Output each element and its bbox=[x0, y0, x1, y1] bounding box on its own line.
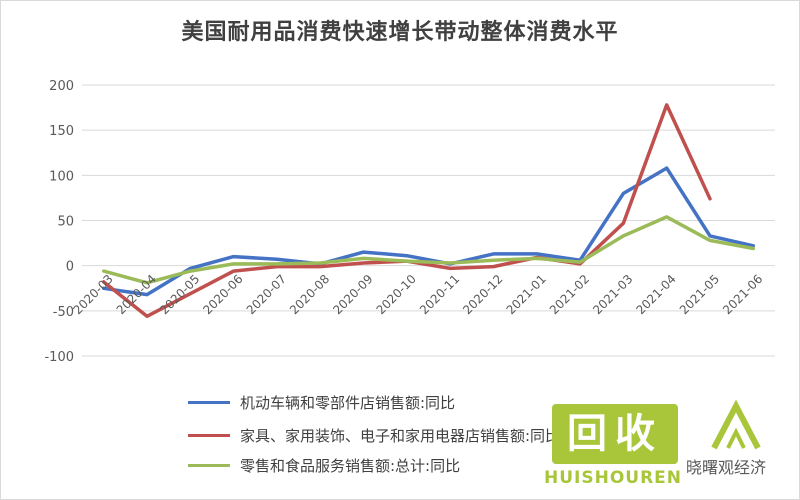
legend-item-furniture: 家具、家用装饰、电子和家用电器店销售额:同比 bbox=[188, 423, 560, 447]
legend-label-furniture: 家具、家用装饰、电子和家用电器店销售额:同比 bbox=[240, 426, 561, 445]
y-tick-label: 150 bbox=[49, 124, 74, 139]
watermark-logo-box: 回收 bbox=[552, 404, 678, 464]
legend-swatch-auto bbox=[188, 400, 230, 404]
chart-title: 美国耐用品消费快速增长带动整体消费水平 bbox=[181, 20, 619, 45]
wechat-logo-icon bbox=[711, 399, 761, 450]
y-tick-label: -50 bbox=[53, 305, 74, 320]
y-tick-label: 50 bbox=[57, 215, 74, 230]
y-tick-label: -100 bbox=[44, 350, 74, 365]
series-line-2 bbox=[101, 215, 756, 285]
legend-label-retail: 零售和食品服务销售额:总计:同比 bbox=[240, 456, 461, 475]
watermark-brand: HUISHOUREN bbox=[544, 468, 683, 488]
legend-label-auto: 机动车辆和零部件店销售额:同比 bbox=[240, 393, 456, 412]
y-tick-label: 200 bbox=[49, 79, 74, 94]
watermark-source: 晓曙观经济 bbox=[686, 458, 767, 477]
y-tick-label: 100 bbox=[49, 169, 74, 184]
y-axis-ticks: -100 -50 0 50 100 150 200 bbox=[44, 79, 74, 365]
series-line-0 bbox=[101, 166, 756, 297]
series-lines bbox=[101, 103, 756, 319]
legend-item-auto: 机动车辆和零部件店销售额:同比 bbox=[188, 390, 455, 414]
legend-swatch-furniture bbox=[188, 433, 230, 437]
legend-swatch-retail bbox=[188, 463, 230, 467]
y-tick-label: 0 bbox=[66, 260, 74, 275]
legend-item-retail: 零售和食品服务销售额:总计:同比 bbox=[188, 453, 460, 477]
watermark: 回收 HUISHOUREN 晓曙观经济 bbox=[538, 396, 788, 496]
